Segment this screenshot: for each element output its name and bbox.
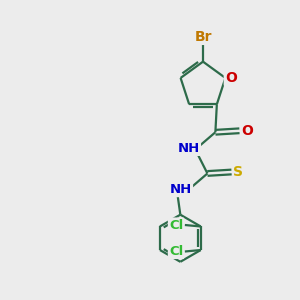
Text: Br: Br [194,30,212,44]
Text: Cl: Cl [169,245,183,258]
Text: O: O [241,124,253,138]
Text: Cl: Cl [169,218,183,232]
Text: NH: NH [170,183,192,196]
Text: S: S [233,165,243,179]
Text: NH: NH [178,142,200,155]
Text: O: O [225,71,237,85]
